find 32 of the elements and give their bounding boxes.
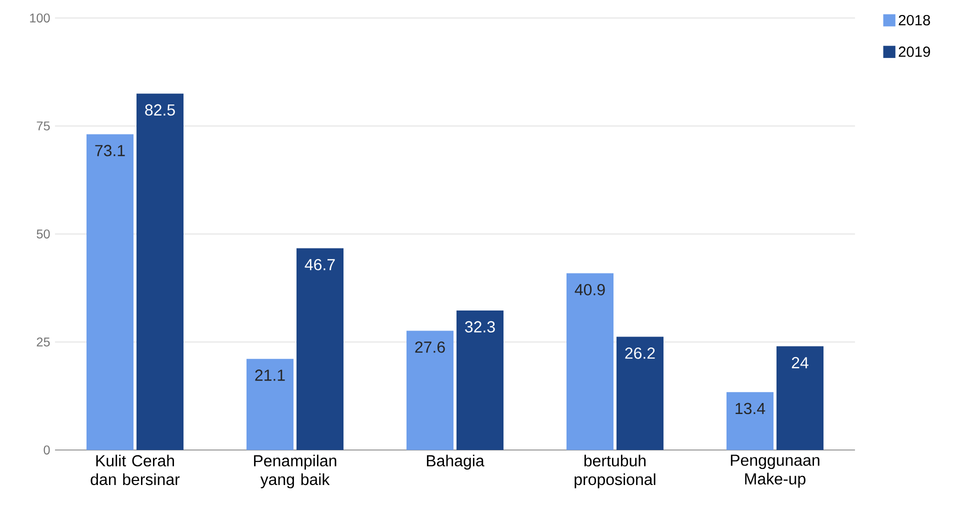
legend-label: 2019 xyxy=(898,46,930,57)
y-tick-label: 0 xyxy=(44,446,50,454)
x-tick-label: Penggunaan Make-up xyxy=(730,454,820,488)
y-tick-label: 75 xyxy=(36,122,50,130)
bar xyxy=(86,134,134,450)
data-label: 73.1 xyxy=(95,144,125,156)
data-label: 13.4 xyxy=(736,402,766,414)
x-tick-label: Bahagia xyxy=(426,454,484,470)
data-label: 32.3 xyxy=(465,321,495,332)
y-tick-label: 50 xyxy=(36,230,50,238)
data-label: 21.1 xyxy=(255,370,285,381)
y-tick-label: 25 xyxy=(36,338,50,346)
data-label: 46.7 xyxy=(304,258,335,270)
bar xyxy=(406,330,454,450)
data-label: 40.9 xyxy=(574,284,605,296)
bar xyxy=(136,94,184,450)
data-label: 24 xyxy=(792,357,808,368)
bar xyxy=(296,248,344,450)
bar xyxy=(726,392,774,450)
data-label: 82.5 xyxy=(145,104,175,116)
bar xyxy=(246,358,294,450)
data-label: 27.6 xyxy=(415,341,445,353)
bar xyxy=(776,346,824,450)
bar xyxy=(456,310,504,450)
y-tick-label: 100 xyxy=(30,14,50,22)
legend-label: 2018 xyxy=(898,14,930,26)
bar xyxy=(616,336,664,450)
x-tick-label: bertubuh proposional xyxy=(574,454,656,488)
bar xyxy=(566,273,614,450)
x-tick-label: Kulit Cerah dan bersinar xyxy=(90,454,180,486)
x-tick-label: Penampilan yang baik xyxy=(254,454,336,488)
data-label: 26.2 xyxy=(625,348,655,359)
